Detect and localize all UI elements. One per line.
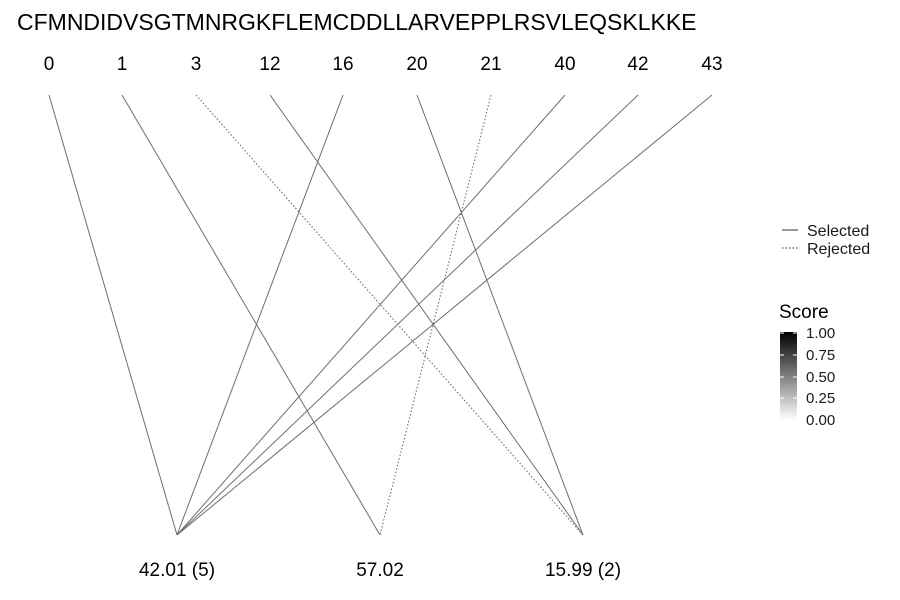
link-selected: [176, 94, 344, 536]
mass-label: 42.01 (5): [139, 560, 215, 581]
peptide-sequence: CFMNDIDVSGTMNRGKFLEMCDDLLARVEPPLRSVLEQSK…: [17, 9, 697, 35]
links-group: [48, 94, 713, 536]
position-label: 3: [191, 54, 202, 75]
position-labels: 0 1 3 12 16 20 21 40 42 43: [44, 54, 723, 75]
position-label: 43: [701, 54, 722, 75]
link-selected: [269, 94, 584, 536]
link-rejected: [195, 94, 584, 536]
mass-label: 57.02: [356, 560, 404, 581]
legend-rejected-label: Rejected: [807, 241, 870, 258]
position-label: 12: [259, 54, 280, 75]
link-selected: [176, 94, 566, 536]
link-selected: [176, 94, 713, 536]
link-selected: [121, 94, 381, 536]
position-label: 1: [117, 54, 128, 75]
mass-label: 15.99 (2): [545, 560, 621, 581]
position-label: 21: [480, 54, 501, 75]
score-legend-title: Score: [779, 302, 829, 323]
link-rejected: [379, 94, 492, 536]
score-tick-label: 0.00: [806, 412, 835, 429]
legend-selected-label: Selected: [807, 223, 869, 240]
link-selected: [416, 94, 584, 536]
position-label: 40: [554, 54, 575, 75]
link-selected: [176, 94, 639, 536]
score-ticks: 1.00 0.75 0.50 0.25 0.00: [780, 325, 835, 429]
position-label: 42: [627, 54, 648, 75]
mass-labels: 42.01 (5) 57.02 15.99 (2): [139, 560, 621, 581]
link-selected: [48, 94, 178, 536]
score-tick-label: 0.50: [806, 369, 835, 386]
score-tick-label: 0.75: [806, 347, 835, 364]
linetype-legend: Selected Rejected: [782, 223, 870, 258]
position-label: 16: [332, 54, 353, 75]
score-colorbar: [780, 332, 797, 420]
position-label: 0: [44, 54, 55, 75]
score-tick-label: 0.25: [806, 390, 835, 407]
position-label: 20: [406, 54, 427, 75]
score-tick-label: 1.00: [806, 325, 835, 342]
score-legend: Score 1.00 0.75 0.50 0.25 0.00: [779, 302, 835, 429]
